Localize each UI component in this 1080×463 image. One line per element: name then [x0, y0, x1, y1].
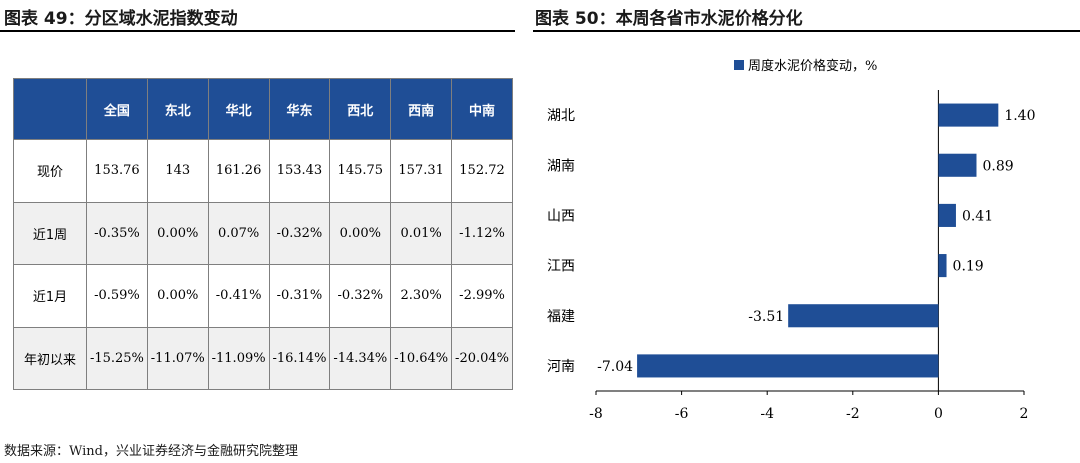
data-label: 0.89	[982, 158, 1013, 174]
table-header-cell: 西北	[329, 78, 392, 140]
table-cell: 157.31	[390, 139, 453, 203]
table-row: 近1周 -0.35% 0.00% 0.07% -0.32% 0.00% 0.01…	[13, 201, 513, 265]
region-index-table: 全国 东北 华北 华东 西北 西南 中南 现价 153.76 143 161.2…	[13, 78, 513, 390]
table-cell: -16.14%	[268, 326, 331, 390]
table-cell: -15.25%	[86, 326, 148, 390]
table-row: 现价 153.76 143 161.26 153.43 145.75 157.3…	[13, 139, 513, 203]
data-source-note: 数据来源：Wind，兴业证券经济与金融研究院整理	[4, 444, 298, 459]
data-label: 0.41	[962, 208, 993, 224]
legend-label: 周度水泥价格变动，%	[748, 58, 877, 74]
legend-swatch	[734, 60, 744, 70]
table-cell: 153.43	[268, 139, 331, 203]
table-cell: -10.64%	[390, 326, 453, 390]
table-header-cell: 全国	[86, 78, 148, 140]
data-label: 1.40	[1004, 108, 1035, 124]
chart-legend: 周度水泥价格变动，%	[734, 58, 877, 74]
table-cell: 2.30%	[390, 264, 453, 328]
table-cell: -0.35%	[86, 201, 148, 265]
category-label: 江西	[547, 259, 575, 275]
right-title-rule	[533, 30, 1080, 32]
row-label: 近1周	[13, 201, 87, 265]
bar	[938, 254, 947, 278]
table-cell: 0.00%	[146, 201, 209, 265]
bar	[788, 304, 939, 328]
table-cell: -0.32%	[329, 264, 392, 328]
data-label: -7.04	[597, 359, 633, 375]
table-cell: -1.12%	[451, 201, 513, 265]
x-tick-label: 2	[1020, 406, 1029, 422]
left-title-rule	[0, 30, 515, 32]
table-cell: 0.07%	[207, 201, 270, 265]
table-header-cell: 华北	[207, 78, 270, 140]
left-figure-title: 图表 49：分区域水泥指数变动	[4, 9, 238, 29]
table-cell: 0.01%	[390, 201, 453, 265]
category-label: 山西	[547, 208, 575, 224]
table-cell: 153.76	[86, 139, 148, 203]
table-cell: -11.07%	[146, 326, 209, 390]
category-label: 湖北	[547, 108, 575, 124]
category-label: 湖南	[547, 158, 575, 174]
table-row: 年初以来 -15.25% -11.07% -11.09% -16.14% -14…	[13, 326, 513, 390]
bar	[938, 103, 999, 127]
data-label: -3.51	[748, 309, 784, 325]
table-header-cell	[13, 78, 87, 140]
category-label: 河南	[547, 359, 575, 375]
table-row: 近1月 -0.59% 0.00% -0.41% -0.31% -0.32% 2.…	[13, 264, 513, 328]
table-cell: 145.75	[329, 139, 392, 203]
table-header-cell: 西南	[390, 78, 453, 140]
table-cell: 0.00%	[146, 264, 209, 328]
table-cell: -20.04%	[451, 326, 513, 390]
table-cell: 143	[146, 139, 209, 203]
x-tick-label: 0	[934, 406, 943, 422]
table-header-cell: 东北	[146, 78, 209, 140]
bar	[938, 153, 977, 177]
table-cell: -0.31%	[268, 264, 331, 328]
row-label: 现价	[13, 139, 87, 203]
table-header-cell: 华东	[268, 78, 331, 140]
table-header-cell: 中南	[451, 78, 513, 140]
table-header-row: 全国 东北 华北 华东 西北 西南 中南	[13, 78, 513, 140]
x-tick-label: -6	[675, 406, 689, 422]
bar	[637, 354, 939, 378]
right-figure-title: 图表 50：本周各省市水泥价格分化	[535, 9, 803, 29]
row-label: 年初以来	[13, 326, 87, 390]
table-cell: 152.72	[451, 139, 513, 203]
table-cell: 161.26	[207, 139, 270, 203]
table-cell: -0.32%	[268, 201, 331, 265]
bar	[938, 203, 956, 227]
data-label: 0.19	[953, 259, 984, 275]
plot-area: -8 -6 -4 -2 0 2 湖北 1.40 湖南 0.89 山西 0.41 江西 0.19 福建 -3.5…	[547, 90, 1035, 422]
table-cell: -2.99%	[451, 264, 513, 328]
x-tick-label: -2	[846, 406, 860, 422]
table-cell: -0.59%	[86, 264, 148, 328]
x-tick-label: -8	[589, 406, 603, 422]
x-tick-label: -4	[760, 406, 774, 422]
table-cell: -14.34%	[329, 326, 392, 390]
category-label: 福建	[547, 309, 575, 325]
